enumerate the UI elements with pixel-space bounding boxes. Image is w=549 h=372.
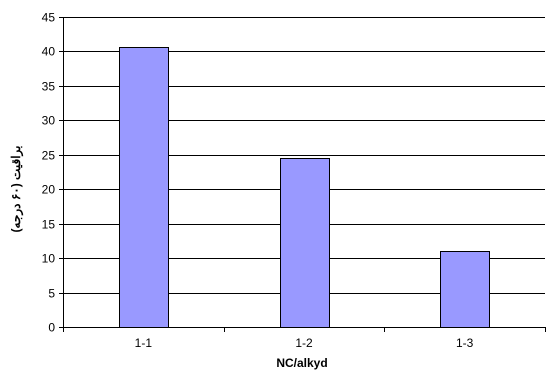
bar-1-1 [119,47,169,328]
y-tick-label: 5 [48,287,55,301]
x-tick-label: 1-3 [456,336,474,350]
y-tick-label: 30 [42,114,56,128]
x-tick-labels: 1-1 1-2 1-3 [135,336,474,350]
y-tick-label: 20 [42,183,56,197]
bar-1-2 [280,158,330,328]
bar-1-3 [440,251,490,328]
x-axis-title: NC/alkyd [276,356,327,370]
y-tick-label: 45 [42,11,56,25]
y-tick-label: 15 [42,218,56,232]
x-tick-label: 1-2 [295,336,313,350]
y-tick-label: 35 [42,80,56,94]
bars [119,47,490,328]
y-tick-labels: 0 5 10 15 20 25 30 35 40 45 [42,11,56,335]
y-tick-label: 10 [42,252,56,266]
y-tick-label: 40 [42,45,56,59]
y-tick-label: 0 [48,321,55,335]
axes [59,17,546,332]
x-tick-label: 1-1 [135,336,153,350]
y-tick-label: 25 [42,149,56,163]
y-axis-title: براقیت (۶۰ درجه) [9,146,24,233]
